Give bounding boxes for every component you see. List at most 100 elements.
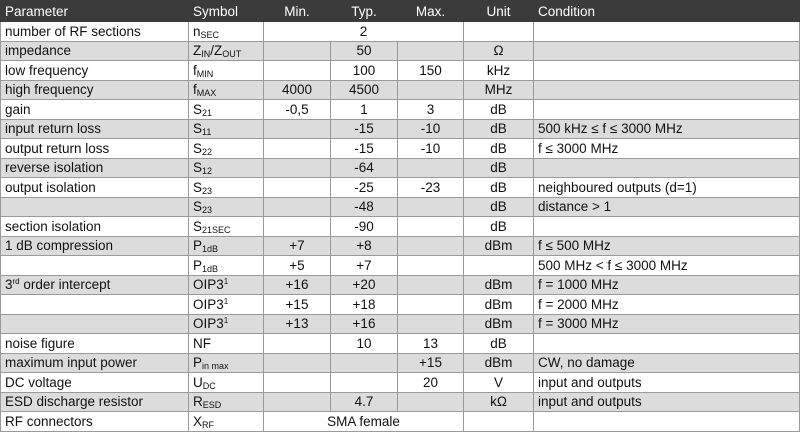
max-cell: 3 bbox=[397, 99, 464, 120]
min-cell bbox=[263, 391, 331, 412]
unit-cell: dB bbox=[463, 216, 534, 237]
unit-cell: Ω bbox=[463, 40, 534, 61]
typ-cell: +7 bbox=[330, 255, 398, 276]
parameter-cell: 3rd order intercept bbox=[0, 274, 189, 295]
condition-cell: CW, no damage bbox=[533, 352, 800, 373]
condition-cell bbox=[533, 333, 800, 354]
symbol-cell: XRF bbox=[188, 411, 264, 432]
table-row: 3rd order intercept OIP31 +16 +20 dBm f = 100… bbox=[0, 274, 800, 295]
parameter-cell: gain bbox=[0, 99, 189, 120]
unit-cell: kHz bbox=[463, 60, 534, 81]
typ-cell: +8 bbox=[330, 235, 398, 256]
typ-cell: -25 bbox=[330, 177, 398, 198]
symbol-cell: fMIN bbox=[188, 60, 264, 81]
condition-cell: input and outputs bbox=[533, 391, 800, 412]
condition-cell bbox=[533, 411, 800, 432]
condition-cell bbox=[533, 157, 800, 178]
header-row: Parameter Symbol Min. Typ. Max. Unit Condition bbox=[0, 0, 800, 22]
header-min: Min. bbox=[263, 0, 331, 22]
condition-cell: f ≤ 500 MHz bbox=[533, 235, 800, 256]
max-cell bbox=[397, 294, 464, 315]
unit-cell: dBm bbox=[463, 235, 534, 256]
typ-cell: 10 bbox=[330, 333, 398, 354]
min-cell bbox=[263, 177, 331, 198]
max-cell bbox=[397, 313, 464, 334]
symbol-cell: S23 bbox=[188, 177, 264, 198]
typ-cell: +18 bbox=[330, 294, 398, 315]
min-cell: +13 bbox=[263, 313, 331, 334]
typ-cell: -64 bbox=[330, 157, 398, 178]
symbol-cell: Pin max bbox=[188, 352, 264, 373]
min-cell bbox=[263, 157, 331, 178]
table-row: maximum input power Pin max +15 dBm CW, no d… bbox=[0, 352, 800, 373]
parameter-cell: ESD discharge resistor bbox=[0, 391, 189, 412]
parameter-cell bbox=[0, 196, 189, 217]
parameter-cell: output return loss bbox=[0, 138, 189, 159]
max-cell bbox=[397, 79, 464, 100]
symbol-cell: OIP31 bbox=[188, 294, 264, 315]
table-row: gain S21 -0,5 1 3 dB bbox=[0, 99, 800, 120]
typ-cell: -15 bbox=[330, 118, 398, 139]
table-row: noise figure NF 10 13 dB bbox=[0, 333, 800, 354]
header-condition: Condition bbox=[533, 0, 800, 22]
symbol-cell: S21SEC bbox=[188, 216, 264, 237]
typ-cell: -48 bbox=[330, 196, 398, 217]
table-row: S23 -48 dB distance > 1 bbox=[0, 196, 800, 217]
condition-cell bbox=[533, 216, 800, 237]
symbol-cell: nSEC bbox=[188, 21, 264, 42]
parameter-cell: section isolation bbox=[0, 216, 189, 237]
max-cell: +15 bbox=[397, 352, 464, 373]
max-cell: -23 bbox=[397, 177, 464, 198]
condition-cell bbox=[533, 21, 800, 42]
condition-cell: 500 MHz < f ≤ 3000 MHz bbox=[533, 255, 800, 276]
parameter-cell bbox=[0, 255, 189, 276]
unit-cell: dBm bbox=[463, 313, 534, 334]
unit-cell bbox=[463, 255, 534, 276]
max-cell: -10 bbox=[397, 118, 464, 139]
parameter-cell: 1 dB compression bbox=[0, 235, 189, 256]
unit-cell: MHz bbox=[463, 79, 534, 100]
table-row: OIP31 +13 +16 dBm f = 3000 MHz bbox=[0, 313, 800, 334]
condition-cell bbox=[533, 40, 800, 61]
max-cell: 150 bbox=[397, 60, 464, 81]
min-cell bbox=[263, 60, 331, 81]
value-cell-merged: SMA female bbox=[263, 411, 464, 432]
unit-cell: dBm bbox=[463, 294, 534, 315]
header-max: Max. bbox=[397, 0, 464, 22]
condition-cell bbox=[533, 79, 800, 100]
header-unit: Unit bbox=[463, 0, 534, 22]
min-cell: +15 bbox=[263, 294, 331, 315]
parameter-cell: DC voltage bbox=[0, 372, 189, 393]
table-row: section isolation S21SEC -90 dB bbox=[0, 216, 800, 237]
condition-cell bbox=[533, 60, 800, 81]
max-cell bbox=[397, 216, 464, 237]
unit-cell: V bbox=[463, 372, 534, 393]
symbol-cell: UDC bbox=[188, 372, 264, 393]
parameter-cell: reverse isolation bbox=[0, 157, 189, 178]
symbol-cell: P1dB bbox=[188, 235, 264, 256]
condition-cell: 500 kHz ≤ f ≤ 3000 MHz bbox=[533, 118, 800, 139]
condition-cell: f = 1000 MHz bbox=[533, 274, 800, 295]
condition-cell: f = 3000 MHz bbox=[533, 313, 800, 334]
typ-cell: +16 bbox=[330, 313, 398, 334]
table-row: output isolation S23 -25 -23 dB neighboured o… bbox=[0, 177, 800, 198]
symbol-cell: P1dB bbox=[188, 255, 264, 276]
parameter-cell: impedance bbox=[0, 40, 189, 61]
unit-cell: dB bbox=[463, 196, 534, 217]
table-row: high frequency fMAX 4000 4500 MHz bbox=[0, 79, 800, 100]
min-cell bbox=[263, 138, 331, 159]
parameter-cell: noise figure bbox=[0, 333, 189, 354]
max-cell bbox=[397, 196, 464, 217]
header-symbol: Symbol bbox=[188, 0, 264, 22]
typ-cell: +20 bbox=[330, 274, 398, 295]
parameter-cell: output isolation bbox=[0, 177, 189, 198]
max-cell: 20 bbox=[397, 372, 464, 393]
unit-cell: kΩ bbox=[463, 391, 534, 412]
unit-cell bbox=[463, 21, 534, 42]
symbol-cell: S11 bbox=[188, 118, 264, 139]
typ-cell: 4.7 bbox=[330, 391, 398, 412]
table-row: number of RF sections nSEC 2 bbox=[0, 21, 800, 42]
symbol-cell: NF bbox=[188, 333, 264, 354]
value-cell-merged: 2 bbox=[263, 21, 464, 42]
max-cell bbox=[397, 274, 464, 295]
